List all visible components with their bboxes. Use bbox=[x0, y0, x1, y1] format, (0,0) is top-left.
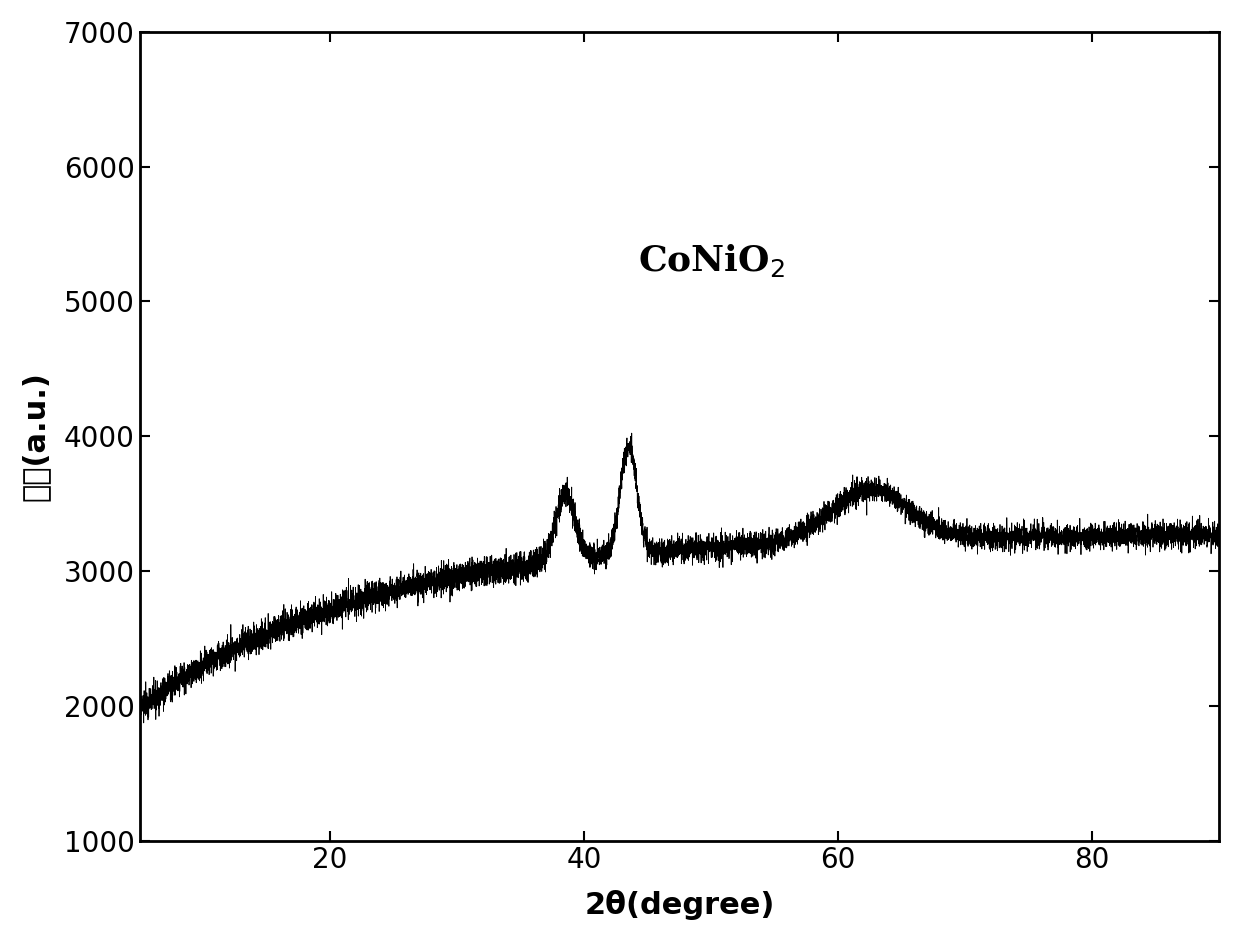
Text: CoNiO$_2$: CoNiO$_2$ bbox=[637, 243, 785, 279]
X-axis label: 2θ(degree): 2θ(degree) bbox=[584, 890, 775, 920]
Y-axis label: 强度(a.u.): 强度(a.u.) bbox=[21, 372, 50, 502]
